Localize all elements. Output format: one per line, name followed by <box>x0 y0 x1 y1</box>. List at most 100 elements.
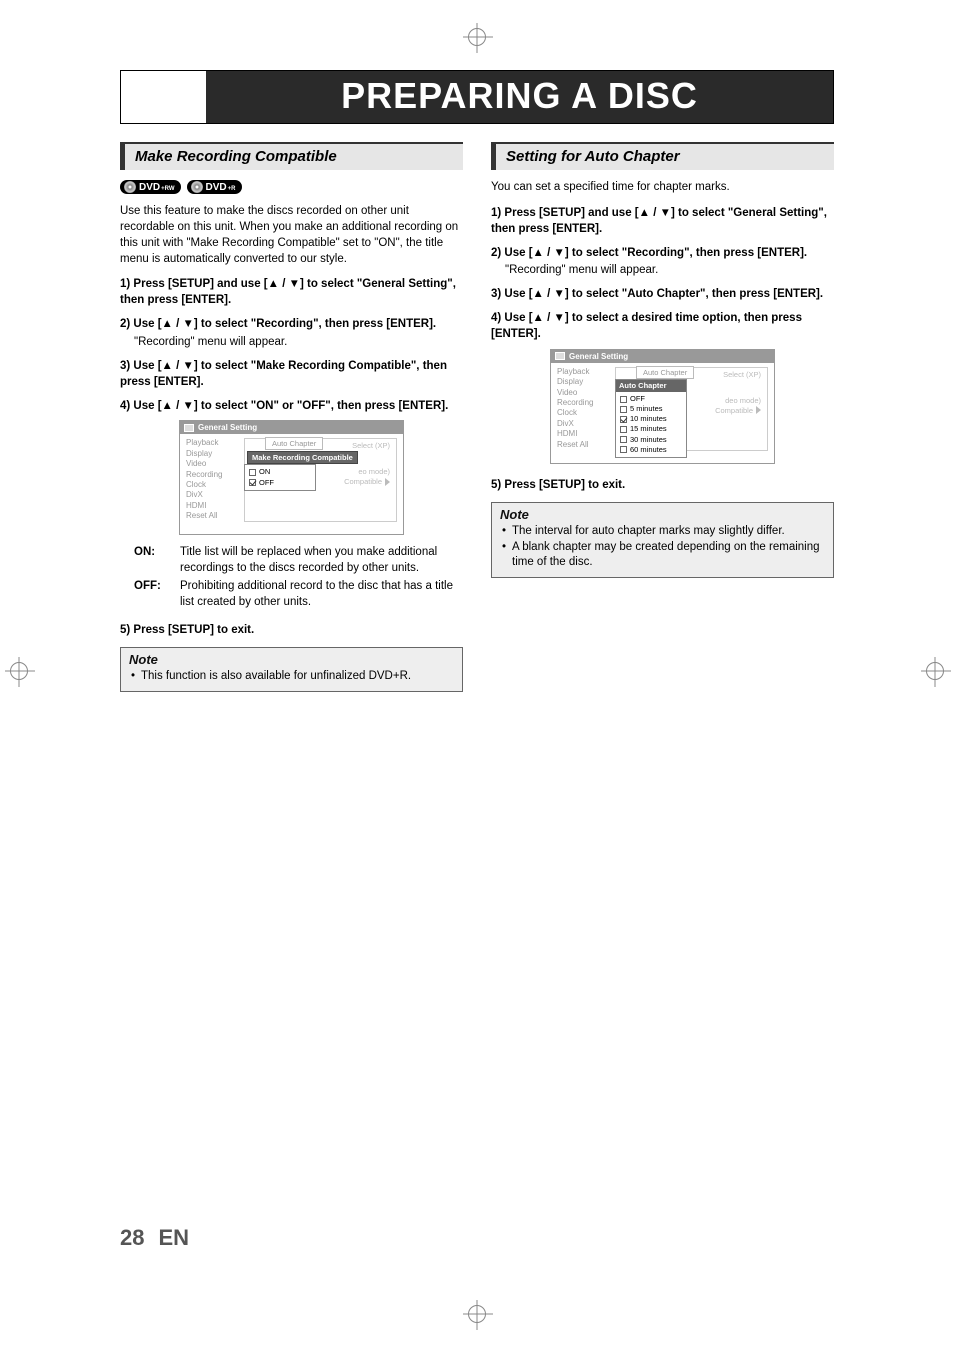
general-setting-figure-right: General Setting Playback Display Video R… <box>550 349 775 464</box>
def-text: Title list will be replaced when you mak… <box>180 545 463 577</box>
menu-item: DivX <box>186 490 238 500</box>
checkbox-icon <box>620 426 627 433</box>
menu-item: Clock <box>186 480 238 490</box>
chevron-right-icon <box>756 406 761 414</box>
checkbox-icon <box>620 396 627 403</box>
figure-titlebar: General Setting <box>551 350 774 363</box>
panel-text: Select (XP) <box>723 370 761 379</box>
menu-item: Reset All <box>186 511 238 521</box>
panel-tab: Auto Chapter <box>636 366 694 379</box>
disc-icon <box>124 181 136 193</box>
menu-item: HDMI <box>186 501 238 511</box>
checkbox-icon <box>249 479 256 486</box>
checkbox-icon <box>249 469 256 476</box>
option-row: 30 minutes <box>620 435 682 445</box>
registration-mark-right <box>926 662 944 680</box>
step-2-sub: "Recording" menu will appear. <box>505 263 834 279</box>
section-header-auto-chapter: Setting for Auto Chapter <box>491 142 834 170</box>
right-column: Setting for Auto Chapter You can set a s… <box>491 142 834 692</box>
step-1: 1) Press [SETUP] and use [▲ / ▼] to sele… <box>120 277 463 309</box>
menu-item: Video <box>557 388 609 398</box>
menu-item: Recording <box>186 470 238 480</box>
note-title: Note <box>492 503 833 522</box>
definition-off: OFF: Prohibiting additional record to th… <box>134 579 463 611</box>
step-5: 5) Press [SETUP] to exit. <box>491 478 834 494</box>
options-popup: ON OFF <box>244 464 316 490</box>
figure-body: Playback Display Video Recording Clock D… <box>180 434 403 534</box>
note-list: This function is also available for unfi… <box>121 667 462 691</box>
step-3: 3) Use [▲ / ▼] to select "Auto Chapter",… <box>491 287 834 303</box>
page-title-bar: PREPARING A DISC <box>120 70 834 124</box>
option-row: 10 minutes <box>620 414 682 424</box>
note-list: The interval for auto chapter marks may … <box>492 522 833 578</box>
def-term: OFF: <box>134 579 170 611</box>
page-number: 28 <box>120 1225 144 1251</box>
page-title: PREPARING A DISC <box>206 71 833 123</box>
chevron-right-icon <box>385 478 390 486</box>
highlight-row: Make Recording Compatible <box>247 451 358 464</box>
step-1: 1) Press [SETUP] and use [▲ / ▼] to sele… <box>491 206 834 238</box>
definition-on: ON: Title list will be replaced when you… <box>134 545 463 577</box>
checkbox-icon <box>620 406 627 413</box>
option-row: ON <box>249 467 311 477</box>
checkbox-icon <box>620 446 627 453</box>
panel-text: deo mode) <box>725 396 761 405</box>
registration-mark-left <box>10 662 28 680</box>
menu-item: DivX <box>557 419 609 429</box>
panel-text: eo mode) <box>358 467 390 476</box>
menu-item: Reset All <box>557 440 609 450</box>
registration-mark-bottom <box>468 1305 486 1323</box>
option-row: OFF <box>620 394 682 404</box>
note-box-left: Note This function is also available for… <box>120 647 463 692</box>
menu-item: Playback <box>557 367 609 377</box>
step-5: 5) Press [SETUP] to exit. <box>120 623 463 639</box>
section-header-make-compatible: Make Recording Compatible <box>120 142 463 170</box>
options-popup: Auto Chapter OFF 5 minutes 10 minutes 15… <box>615 379 687 458</box>
general-setting-figure-left: General Setting Playback Display Video R… <box>179 420 404 535</box>
step-4: 4) Use [▲ / ▼] to select a desired time … <box>491 311 834 343</box>
option-row: 15 minutes <box>620 424 682 434</box>
menu-item: Display <box>186 449 238 459</box>
panel-text: Compatible <box>715 406 761 415</box>
menu-item: Clock <box>557 408 609 418</box>
page-language: EN <box>158 1225 189 1251</box>
page-footer: 28 EN <box>120 1225 189 1251</box>
menu-item: HDMI <box>557 429 609 439</box>
panel-text: Compatible <box>344 477 390 486</box>
window-icon <box>555 352 565 360</box>
step-2: 2) Use [▲ / ▼] to select "Recording", th… <box>120 317 463 333</box>
figure-title: General Setting <box>198 423 257 432</box>
registration-mark-top <box>468 28 486 46</box>
figure-body: Playback Display Video Recording Clock D… <box>551 363 774 463</box>
note-title: Note <box>121 648 462 667</box>
dvd-r-badge: DVD +R <box>187 180 242 194</box>
dvd-badge-row: DVD +RW DVD +R <box>120 180 463 194</box>
menu-item: Recording <box>557 398 609 408</box>
figure-menu-column: Playback Display Video Recording Clock D… <box>557 367 609 451</box>
dvd-badge-label: DVD <box>206 182 227 193</box>
note-item: The interval for auto chapter marks may … <box>502 524 823 540</box>
dvd-rw-badge: DVD +RW <box>120 180 181 194</box>
menu-item: Playback <box>186 438 238 448</box>
content-columns: Make Recording Compatible DVD +RW DVD +R… <box>60 142 894 692</box>
figure-menu-column: Playback Display Video Recording Clock D… <box>186 438 238 522</box>
step-2: 2) Use [▲ / ▼] to select "Recording", th… <box>491 246 834 262</box>
panel-text: Select (XP) <box>352 441 390 450</box>
def-text: Prohibiting additional record to the dis… <box>180 579 463 611</box>
menu-item: Video <box>186 459 238 469</box>
dvd-badge-label: DVD <box>139 182 160 193</box>
note-item: A blank chapter may be created depending… <box>502 540 823 572</box>
intro-paragraph: Use this feature to make the discs recor… <box>120 204 463 267</box>
disc-icon <box>191 181 203 193</box>
intro-paragraph: You can set a specified time for chapter… <box>491 180 834 196</box>
figure-titlebar: General Setting <box>180 421 403 434</box>
step-2-sub: "Recording" menu will appear. <box>134 335 463 351</box>
option-row: 5 minutes <box>620 404 682 414</box>
checkbox-icon <box>620 416 627 423</box>
window-icon <box>184 424 194 432</box>
def-term: ON: <box>134 545 170 577</box>
note-item: This function is also available for unfi… <box>131 669 452 685</box>
note-box-right: Note The interval for auto chapter marks… <box>491 502 834 579</box>
step-4: 4) Use [▲ / ▼] to select "ON" or "OFF", … <box>120 399 463 415</box>
step-3: 3) Use [▲ / ▼] to select "Make Recording… <box>120 359 463 391</box>
